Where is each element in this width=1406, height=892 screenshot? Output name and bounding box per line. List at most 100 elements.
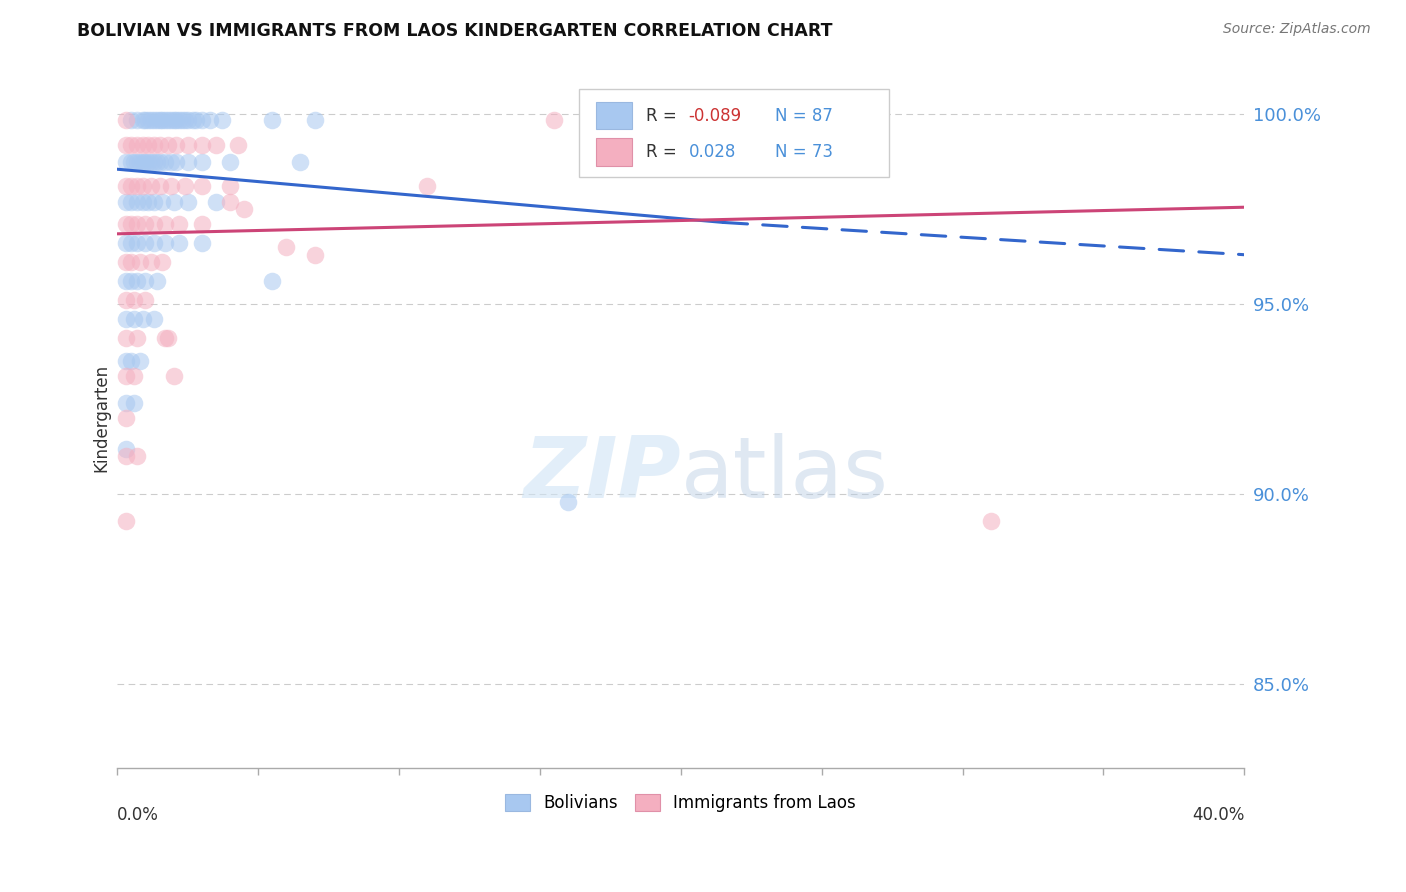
Point bbox=[114, 274, 136, 288]
Point bbox=[120, 137, 142, 152]
Point bbox=[162, 112, 184, 127]
Point bbox=[120, 194, 142, 209]
Point bbox=[134, 154, 156, 169]
Point bbox=[134, 236, 156, 251]
Point bbox=[159, 154, 181, 169]
Point bbox=[148, 179, 170, 194]
Point bbox=[219, 154, 242, 169]
Point bbox=[148, 112, 170, 127]
Point bbox=[153, 236, 176, 251]
Point bbox=[136, 194, 159, 209]
Point bbox=[120, 354, 142, 368]
Point bbox=[125, 274, 148, 288]
Point bbox=[228, 137, 250, 152]
Point bbox=[543, 112, 565, 127]
Point bbox=[125, 194, 148, 209]
Point bbox=[114, 411, 136, 425]
Point bbox=[114, 369, 136, 384]
Point bbox=[134, 112, 156, 127]
Point bbox=[131, 194, 153, 209]
Point bbox=[156, 112, 179, 127]
Point bbox=[131, 154, 153, 169]
Text: Source: ZipAtlas.com: Source: ZipAtlas.com bbox=[1223, 22, 1371, 37]
Point bbox=[162, 369, 184, 384]
Point bbox=[174, 112, 197, 127]
Point bbox=[150, 255, 173, 269]
Point bbox=[134, 293, 156, 308]
Point bbox=[125, 449, 148, 463]
Point bbox=[128, 354, 150, 368]
Point bbox=[165, 137, 187, 152]
Point bbox=[131, 179, 153, 194]
Point bbox=[125, 179, 148, 194]
Point bbox=[150, 194, 173, 209]
Point bbox=[120, 154, 142, 169]
Point bbox=[557, 494, 579, 508]
Point bbox=[125, 154, 148, 169]
Point bbox=[139, 154, 162, 169]
Point bbox=[304, 112, 326, 127]
Point bbox=[142, 194, 165, 209]
Text: ZIP: ZIP bbox=[523, 433, 681, 516]
Point bbox=[139, 179, 162, 194]
Point bbox=[142, 312, 165, 326]
Text: 40.0%: 40.0% bbox=[1192, 806, 1244, 824]
Point bbox=[114, 312, 136, 326]
Point bbox=[183, 112, 205, 127]
Point bbox=[114, 514, 136, 528]
Point bbox=[114, 154, 136, 169]
Point bbox=[125, 331, 148, 345]
Point bbox=[150, 112, 173, 127]
Bar bbox=[596, 102, 633, 129]
Point bbox=[191, 154, 214, 169]
Point bbox=[120, 274, 142, 288]
Point bbox=[131, 112, 153, 127]
Point bbox=[134, 274, 156, 288]
Point bbox=[125, 137, 148, 152]
Point bbox=[114, 179, 136, 194]
Point bbox=[125, 217, 148, 231]
Point bbox=[128, 255, 150, 269]
Point bbox=[122, 154, 145, 169]
Text: 0.0%: 0.0% bbox=[117, 806, 159, 824]
Point bbox=[191, 236, 214, 251]
Point bbox=[142, 236, 165, 251]
Point bbox=[177, 112, 200, 127]
Text: -0.089: -0.089 bbox=[689, 106, 742, 125]
Point bbox=[191, 112, 214, 127]
Point bbox=[145, 274, 167, 288]
Point bbox=[159, 179, 181, 194]
Point bbox=[153, 112, 176, 127]
Point bbox=[134, 217, 156, 231]
Point bbox=[211, 112, 233, 127]
Point bbox=[142, 137, 165, 152]
Text: R =: R = bbox=[645, 143, 688, 161]
Point bbox=[142, 154, 165, 169]
Point bbox=[139, 255, 162, 269]
Point bbox=[233, 202, 256, 216]
Point bbox=[142, 112, 165, 127]
Point bbox=[114, 331, 136, 345]
Point bbox=[205, 194, 228, 209]
Point bbox=[125, 112, 148, 127]
Point bbox=[219, 179, 242, 194]
Text: BOLIVIAN VS IMMIGRANTS FROM LAOS KINDERGARTEN CORRELATION CHART: BOLIVIAN VS IMMIGRANTS FROM LAOS KINDERG… bbox=[77, 22, 832, 40]
Point bbox=[191, 137, 214, 152]
Point bbox=[172, 112, 194, 127]
Point bbox=[219, 194, 242, 209]
Point bbox=[122, 293, 145, 308]
Text: 0.028: 0.028 bbox=[689, 143, 737, 161]
Point bbox=[131, 137, 153, 152]
Point bbox=[128, 154, 150, 169]
Point bbox=[153, 331, 176, 345]
Point bbox=[114, 137, 136, 152]
Point bbox=[114, 255, 136, 269]
Point bbox=[177, 154, 200, 169]
Point bbox=[186, 112, 208, 127]
Point bbox=[174, 179, 197, 194]
Point bbox=[122, 369, 145, 384]
Legend: Bolivians, Immigrants from Laos: Bolivians, Immigrants from Laos bbox=[499, 788, 863, 819]
Point bbox=[114, 354, 136, 368]
Point bbox=[114, 112, 136, 127]
Point bbox=[153, 217, 176, 231]
